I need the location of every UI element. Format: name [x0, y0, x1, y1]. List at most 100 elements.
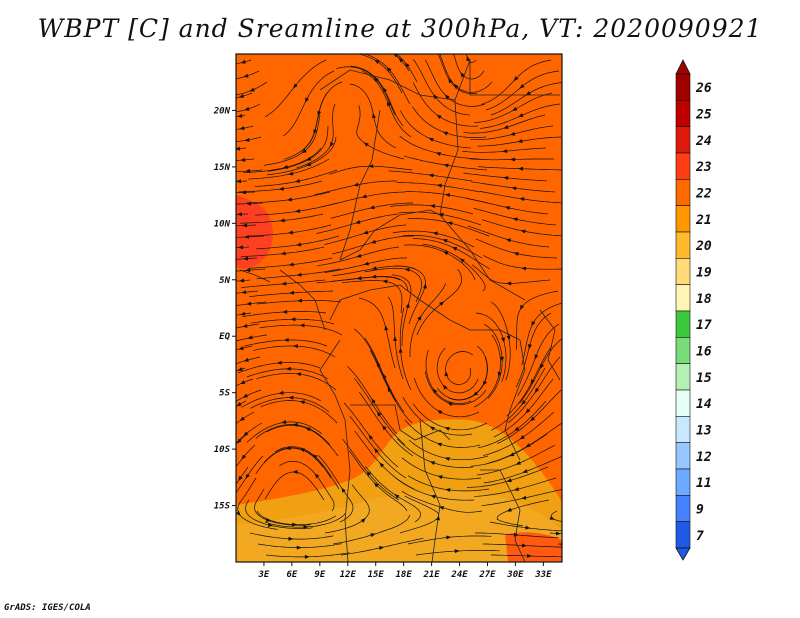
streamline-arrow — [517, 139, 523, 143]
streamline-arrow — [511, 186, 517, 191]
colorbar-swatch — [675, 468, 691, 496]
streamline-arrow — [506, 478, 512, 483]
streamline-arrow — [429, 461, 436, 466]
streamline-arrow — [238, 475, 243, 481]
streamline-arrow — [242, 393, 248, 398]
streamline-arrow — [506, 507, 512, 512]
colorbar-swatch — [675, 495, 691, 522]
colorbar-swatch — [675, 100, 691, 127]
colorbar-label: 22 — [695, 187, 712, 202]
streamline-arrow — [282, 164, 289, 169]
streamline-arrow — [525, 443, 531, 448]
streamline-arrow — [241, 190, 247, 195]
streamline-arrow — [294, 209, 301, 213]
streamline-arrow — [438, 212, 444, 217]
streamline-arrow — [246, 201, 252, 206]
streamline-arrow — [363, 261, 369, 266]
streamline-arrow — [436, 114, 442, 120]
streamline-arrow — [506, 281, 512, 286]
lat-tick-label: 10N — [214, 219, 231, 229]
streamline-arrow — [509, 452, 515, 457]
streamline-arrow — [439, 301, 445, 306]
streamline-arrow — [444, 193, 451, 198]
colorbar-swatch — [675, 179, 691, 206]
streamline-arrow — [287, 230, 294, 235]
streamline-arrow — [299, 400, 305, 405]
longitude-axis: 3E 6E 9E 12E 15E 18E 21E 24E 27E 30E 33E — [258, 562, 552, 580]
streamline-arrow — [512, 217, 518, 222]
streamline-arrow — [286, 197, 293, 202]
streamline-arrow — [453, 83, 459, 89]
streamline-arrow — [430, 494, 436, 499]
streamline-arrow — [249, 87, 255, 92]
streamline-arrow — [314, 473, 320, 479]
lon-tick-label: 21E — [422, 570, 440, 580]
lat-tick-label: 5S — [219, 389, 230, 399]
grads-credit: GrADS: IGES/COLA — [4, 603, 91, 613]
lat-tick-label: 15N — [214, 163, 231, 173]
lat-tick-label: 15S — [214, 502, 231, 512]
streamline-arrow — [521, 495, 527, 500]
streamline-arrow — [501, 337, 505, 343]
streamline-arrow — [442, 251, 449, 256]
streamline-arrow — [509, 131, 516, 136]
streamline-arrow — [442, 239, 448, 243]
streamline-arrow — [301, 148, 307, 154]
streamline-arrow — [353, 182, 359, 187]
streamline-arrow — [373, 482, 379, 488]
streamline-arrow — [444, 456, 450, 461]
streamline-arrow — [374, 448, 379, 454]
streamline-arrow — [292, 469, 298, 474]
lat-tick-label: 20N — [213, 106, 231, 116]
colorbar-swatch — [675, 521, 691, 549]
streamline-arrow — [519, 83, 525, 89]
streamline-arrow — [436, 442, 443, 447]
streamline-arrow — [445, 488, 451, 493]
streamline-arrow — [241, 290, 247, 295]
streamline-arrow — [241, 454, 247, 460]
streamline-arrow — [497, 371, 502, 378]
streamline-arrow — [539, 363, 545, 369]
streamline-arrow — [368, 164, 374, 169]
streamline-arrow — [240, 311, 246, 316]
streamline-arrow — [429, 426, 436, 431]
streamline-arrow — [239, 278, 245, 283]
colorbar-swatch — [675, 416, 691, 443]
colorbar-label: 20 — [695, 239, 712, 254]
map-panel — [235, 53, 563, 563]
colorbar-swatch — [675, 310, 691, 338]
wbpt-23-sw-patch — [505, 532, 562, 562]
colorbar-label: 25 — [695, 108, 712, 123]
streamline-arrow — [387, 100, 391, 107]
streamline-arrow — [432, 231, 438, 236]
streamline-arrow — [303, 525, 309, 530]
streamline-arrow — [244, 137, 250, 142]
streamline-arrow — [242, 223, 248, 228]
streamline-arrow — [305, 97, 310, 103]
streamline-arrow — [355, 220, 361, 224]
streamline-arrow — [382, 424, 387, 431]
streamline-arrow — [503, 175, 509, 180]
streamline-arrow — [531, 321, 536, 327]
streamline-arrow — [236, 179, 242, 184]
colorbar-label: 23 — [695, 160, 712, 175]
streamline-arrow — [304, 554, 310, 559]
streamline-arrow — [530, 416, 536, 422]
colorbar-swatch — [675, 284, 691, 312]
streamline-arrow — [237, 212, 243, 217]
streamline-arrow — [522, 469, 528, 473]
streamline-arrow — [513, 76, 519, 82]
streamline-arrow — [363, 142, 369, 147]
colorbar-label: 9 — [696, 503, 704, 518]
streamline-arrow — [236, 510, 241, 517]
streamline-arrow — [428, 173, 434, 178]
streamline-arrow — [472, 391, 479, 396]
streamline-arrow — [437, 410, 443, 415]
streamline-arrow — [549, 515, 555, 520]
streamline-arrow — [312, 454, 318, 459]
streamline-arrow — [366, 470, 372, 476]
streamline-arrow — [236, 146, 241, 151]
streamline-arrow — [423, 283, 428, 289]
colorbar-label: 21 — [695, 213, 712, 228]
streamline-arrow — [243, 256, 249, 261]
